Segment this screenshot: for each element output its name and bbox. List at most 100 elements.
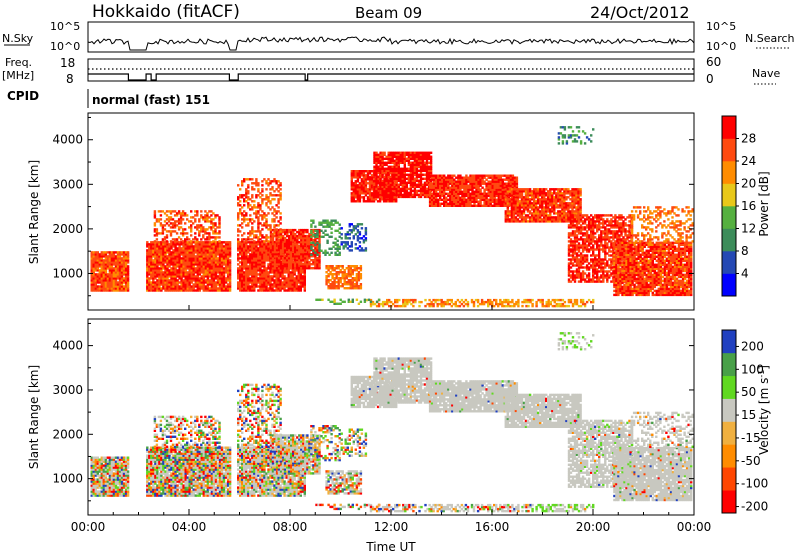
power-cell [93, 251, 95, 253]
power-cell [196, 238, 198, 240]
power-cell [172, 230, 174, 232]
power-cell [275, 216, 277, 218]
freq-panel: Freq. [MHz] 18 8 60 0 Nave [2, 55, 780, 86]
power-cell [265, 188, 267, 190]
power-cell [334, 238, 336, 240]
power-cell [156, 228, 158, 230]
nsky-panel: N.Sky 10^5 10^0 10^5 10^0 N.Search [2, 20, 795, 53]
power-cell [218, 230, 220, 232]
power-cell [243, 238, 245, 240]
power-cell [304, 253, 306, 255]
power-cell [218, 216, 220, 218]
power-cell [196, 210, 198, 212]
beam-title: Beam 09 [355, 4, 422, 22]
power-cell [172, 249, 174, 251]
power-cell [253, 204, 255, 206]
power-cell [496, 191, 498, 193]
power-cell [103, 281, 105, 283]
power-cell [360, 283, 362, 285]
power-cell [160, 218, 162, 220]
power-cell [273, 289, 275, 291]
power-cell [267, 212, 269, 214]
power-cell [152, 281, 154, 283]
power-cell [202, 234, 204, 236]
power-cell [430, 156, 432, 158]
power-cell [267, 236, 269, 238]
power-cell [465, 175, 467, 177]
power-cell [223, 267, 225, 269]
power-cell [166, 234, 168, 236]
power-cell [375, 188, 377, 190]
power-cell [279, 182, 281, 184]
power-cell [202, 226, 204, 228]
power-cell [375, 198, 377, 200]
power-cell [190, 210, 192, 212]
power-cell [355, 170, 357, 172]
power-cell [213, 281, 215, 283]
power-cell [253, 230, 255, 232]
date-title: 24/Oct/2012 [590, 3, 690, 22]
power-cell [316, 254, 318, 256]
power-cell [263, 236, 265, 238]
power-cell [200, 210, 202, 212]
power-cell [127, 251, 129, 253]
power-cell [275, 228, 277, 230]
power-cell [247, 190, 249, 192]
power-cell [324, 220, 326, 222]
power-cell [279, 212, 281, 214]
power-cell [339, 246, 341, 248]
power-cell [251, 226, 253, 228]
power-cell [435, 175, 437, 177]
power-cell [192, 216, 194, 218]
power-cell [247, 184, 249, 186]
power-cell [426, 188, 428, 190]
power-cell [253, 234, 255, 236]
power-cell [355, 172, 357, 174]
power-cell [253, 188, 255, 190]
power-cell [162, 224, 164, 226]
power-cell [375, 152, 377, 154]
power-cell [162, 238, 164, 240]
power-cell [253, 200, 255, 202]
nsky-tick-top: 10^5 [50, 20, 80, 33]
power-cell [416, 184, 418, 186]
power-cell [485, 175, 487, 177]
nave-label: Nave [752, 67, 780, 80]
power-cell [253, 240, 255, 242]
power-cell [162, 271, 164, 273]
power-cell [360, 273, 362, 275]
power-cell [243, 210, 245, 212]
power-cell [245, 212, 247, 214]
power-cell [182, 240, 184, 242]
power-cell [273, 178, 275, 180]
power-cell [243, 281, 245, 283]
power-cell [284, 237, 286, 239]
power-cell [385, 188, 387, 190]
power-cell [123, 281, 125, 283]
power-cell [263, 245, 265, 247]
power-cell [103, 259, 105, 261]
power-cell [337, 240, 339, 242]
power-cell [229, 245, 231, 247]
power-cell [186, 214, 188, 216]
power-cell [314, 234, 316, 236]
power-cell [324, 234, 326, 236]
power-cell [194, 232, 196, 234]
nsky-frame [88, 22, 694, 52]
power-cell [267, 240, 269, 242]
power-cell [365, 174, 367, 176]
power-cell [273, 208, 275, 210]
power-cell [333, 277, 335, 279]
power-cell [279, 188, 281, 190]
power-cell [445, 193, 447, 195]
power-cell [212, 218, 214, 220]
power-cell [339, 252, 341, 254]
power-cell [127, 281, 129, 283]
power-cell [274, 253, 276, 255]
power-cell [385, 168, 387, 170]
nsky-tick-bottom: 10^0 [50, 40, 80, 53]
power-cell [304, 235, 306, 237]
power-cell [355, 180, 357, 182]
power-cell [280, 253, 282, 255]
power-cell [406, 152, 408, 154]
